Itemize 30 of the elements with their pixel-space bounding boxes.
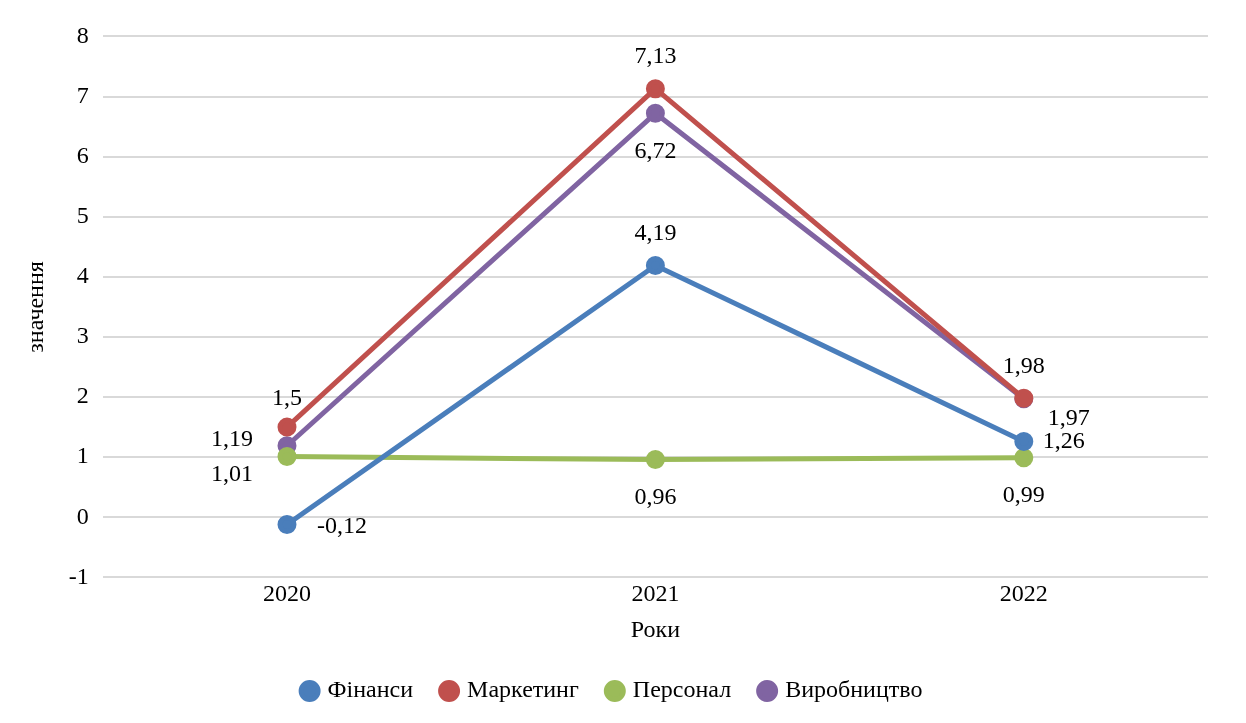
- y-tick-label: 2: [76, 382, 89, 409]
- legend-label: Фінанси: [327, 676, 414, 703]
- legend-label: Маркетинг: [467, 676, 579, 703]
- y-tick-label: 7: [76, 81, 89, 108]
- data-label: 0,99: [1002, 481, 1045, 508]
- y-axis-title: значення: [21, 261, 48, 353]
- x-tick-label: 2020: [262, 580, 311, 607]
- y-tick-label: 0: [76, 502, 89, 529]
- y-tick-label: 4: [76, 262, 89, 289]
- x-tick-label: 2022: [999, 580, 1048, 607]
- data-label: 0,96: [634, 482, 677, 509]
- y-tick-label: 6: [76, 141, 89, 168]
- data-label: 1,5: [271, 384, 302, 411]
- data-label: 6,72: [634, 136, 677, 163]
- data-label: 4,19: [634, 218, 677, 245]
- y-tick-label: 3: [76, 322, 89, 349]
- y-tick-label: -1: [68, 562, 89, 589]
- legend-label: Виробництво: [785, 676, 923, 703]
- data-label: 1,01: [210, 459, 253, 486]
- y-tick-label: 1: [76, 442, 89, 469]
- x-tick-label: 2021: [631, 580, 680, 607]
- legend-label: Персонал: [632, 676, 732, 703]
- data-label: 1,98: [1002, 351, 1045, 378]
- data-label: 7,13: [634, 41, 677, 68]
- y-tick-label: 8: [76, 21, 89, 48]
- data-label: -0,12: [316, 511, 367, 538]
- data-label: 1,97: [1047, 404, 1090, 431]
- data-label: 1,19: [210, 425, 253, 452]
- y-tick-label: 5: [76, 202, 89, 229]
- x-axis-title: Роки: [630, 615, 681, 642]
